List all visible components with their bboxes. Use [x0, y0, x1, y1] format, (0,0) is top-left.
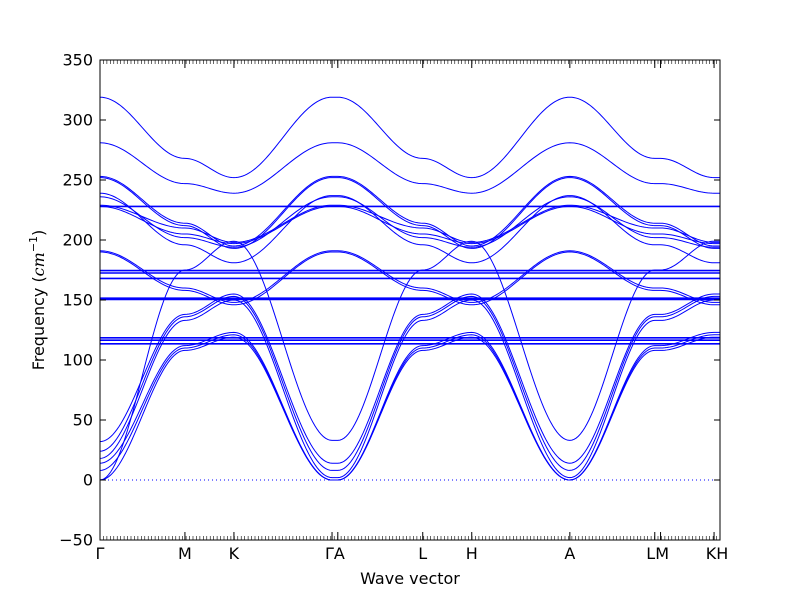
- y-axis-label-unit: cm: [29, 252, 48, 276]
- x-tick-label: K: [229, 544, 240, 563]
- y-tick-label: 0: [83, 471, 93, 490]
- x-tick-label: Γ: [96, 544, 105, 563]
- y-tick-label: 100: [62, 351, 93, 370]
- y-axis-label-prefix: Frequency (: [29, 276, 48, 370]
- phonon-bands: [100, 96, 720, 481]
- x-tick-label: A: [564, 544, 575, 563]
- band-4: [100, 299, 720, 479]
- band-6: [100, 293, 720, 464]
- band-10: [100, 192, 720, 264]
- y-tick-label: 50: [73, 411, 93, 430]
- axis-ticks: [99, 59, 721, 541]
- y-axis-label-exponent: −1: [27, 236, 40, 252]
- y-tick-label: −50: [59, 531, 93, 550]
- x-tick-label: L: [418, 544, 427, 563]
- x-tick-labels: Γ M K ΓA L H A LM KH: [96, 544, 729, 563]
- x-tick-label: M: [178, 544, 192, 563]
- y-tick-label: 300: [62, 111, 93, 130]
- x-tick-label: ΓA: [325, 544, 345, 563]
- y-tick-label: 150: [62, 291, 93, 310]
- band-5: [100, 295, 720, 471]
- x-tick-label: H: [466, 544, 478, 563]
- x-axis-label: Wave vector: [360, 569, 460, 588]
- x-tick-label: KH: [706, 544, 729, 563]
- band-17: [100, 96, 720, 179]
- plot-frame: [99, 59, 721, 541]
- band-1: [100, 336, 720, 481]
- y-tick-label: 250: [62, 171, 93, 190]
- y-axis-label-suffix: ): [29, 230, 48, 236]
- y-axis-label: Frequency (cm−1): [27, 230, 48, 371]
- x-tick-label: LM: [646, 544, 669, 563]
- y-tick-labels: −50 0 50 100 150 200 250 300 350: [59, 51, 93, 550]
- band-16: [100, 142, 720, 194]
- y-tick-label: 350: [62, 51, 93, 70]
- band-15: [100, 175, 720, 247]
- band-11: [100, 196, 720, 248]
- band-3: [100, 331, 720, 481]
- band-12: [100, 205, 720, 245]
- y-tick-label: 200: [62, 231, 93, 250]
- band-7: [100, 251, 720, 306]
